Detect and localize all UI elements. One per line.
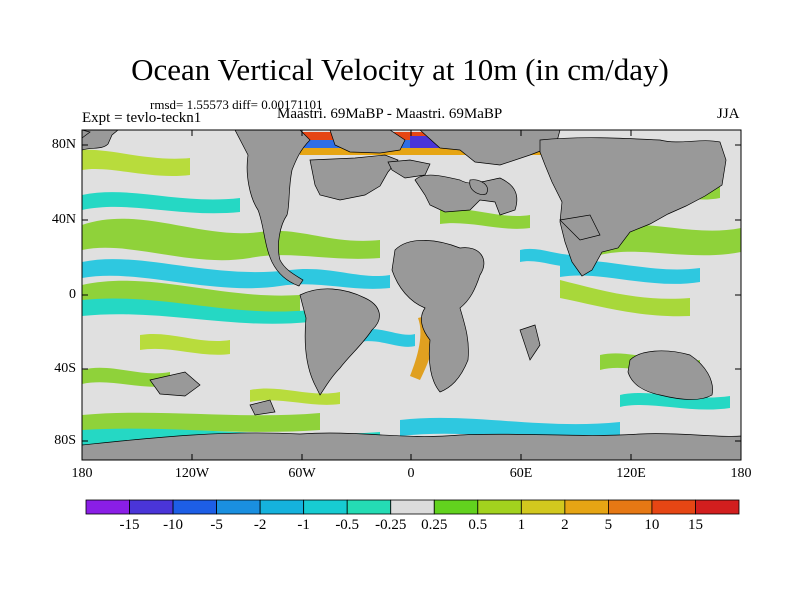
colorbar-label: -2 (253, 517, 267, 533)
colorbar-swatch (651, 499, 696, 515)
colorbar-swatch (433, 499, 479, 515)
experiment-label: Expt = tevlo-teckn1 (82, 110, 202, 126)
colorbar-swatch (608, 499, 653, 515)
lon-label-120e: 120E (616, 466, 646, 481)
colorbar-label: 5 (604, 517, 613, 533)
lon-label-60e: 60E (509, 466, 533, 481)
lon-label-180e: 180 (730, 466, 752, 481)
lat-label-40s: 40S (54, 361, 76, 376)
colorbar-label: -0.5 (335, 517, 360, 533)
colorbar-label: -10 (163, 517, 184, 533)
lat-label-40n: 40N (51, 212, 76, 227)
map-ticks (81, 130, 742, 460)
colorbar-swatch (520, 499, 566, 515)
lon-label-180w: 180 (71, 466, 93, 481)
colorbar-swatch (346, 499, 392, 515)
colorbar-label: -0.25 (375, 517, 407, 533)
colorbar-swatch (259, 499, 305, 515)
map-title: Ocean Vertical Velocity at 10m (in cm/da… (131, 52, 669, 87)
lon-label-60w: 60W (288, 466, 316, 481)
colorbar-swatch (85, 499, 130, 515)
colorbar-swatch (172, 499, 217, 515)
colorbar-swatch (477, 499, 522, 515)
colorbar (85, 499, 740, 515)
colorbar-label: 15 (687, 517, 703, 533)
colorbar-swatch (303, 499, 348, 515)
season-label: JJA (717, 106, 740, 122)
colorbar-label: 10 (644, 517, 660, 533)
lat-label-80s: 80S (54, 433, 76, 448)
lon-label-0: 0 (407, 466, 415, 481)
colorbar-label: -1 (297, 517, 310, 533)
colorbar-label: 1 (517, 517, 526, 533)
colorbar-swatch (129, 499, 174, 515)
landmasses (82, 130, 741, 460)
colorbar-swatch (695, 499, 740, 515)
colorbar-label: -5 (210, 517, 223, 533)
colorbar-swatch (390, 499, 435, 515)
stats-text: rmsd= 1.55573 diff= 0.00171101 (150, 97, 323, 112)
comparison-label: Maastri. 69MaBP - Maastri. 69MaBP (277, 106, 503, 122)
colorbar-label: -15 (119, 517, 140, 533)
colorbar-label: 0.5 (468, 517, 488, 533)
colorbar-label: 0.25 (421, 517, 448, 533)
colorbar-swatch (216, 499, 261, 515)
colorbar-label: 2 (561, 517, 569, 533)
lon-label-120w: 120W (174, 466, 210, 481)
lat-label-0: 0 (69, 287, 76, 302)
colorbar-swatch (564, 499, 609, 515)
lat-label-80n: 80N (51, 137, 76, 152)
